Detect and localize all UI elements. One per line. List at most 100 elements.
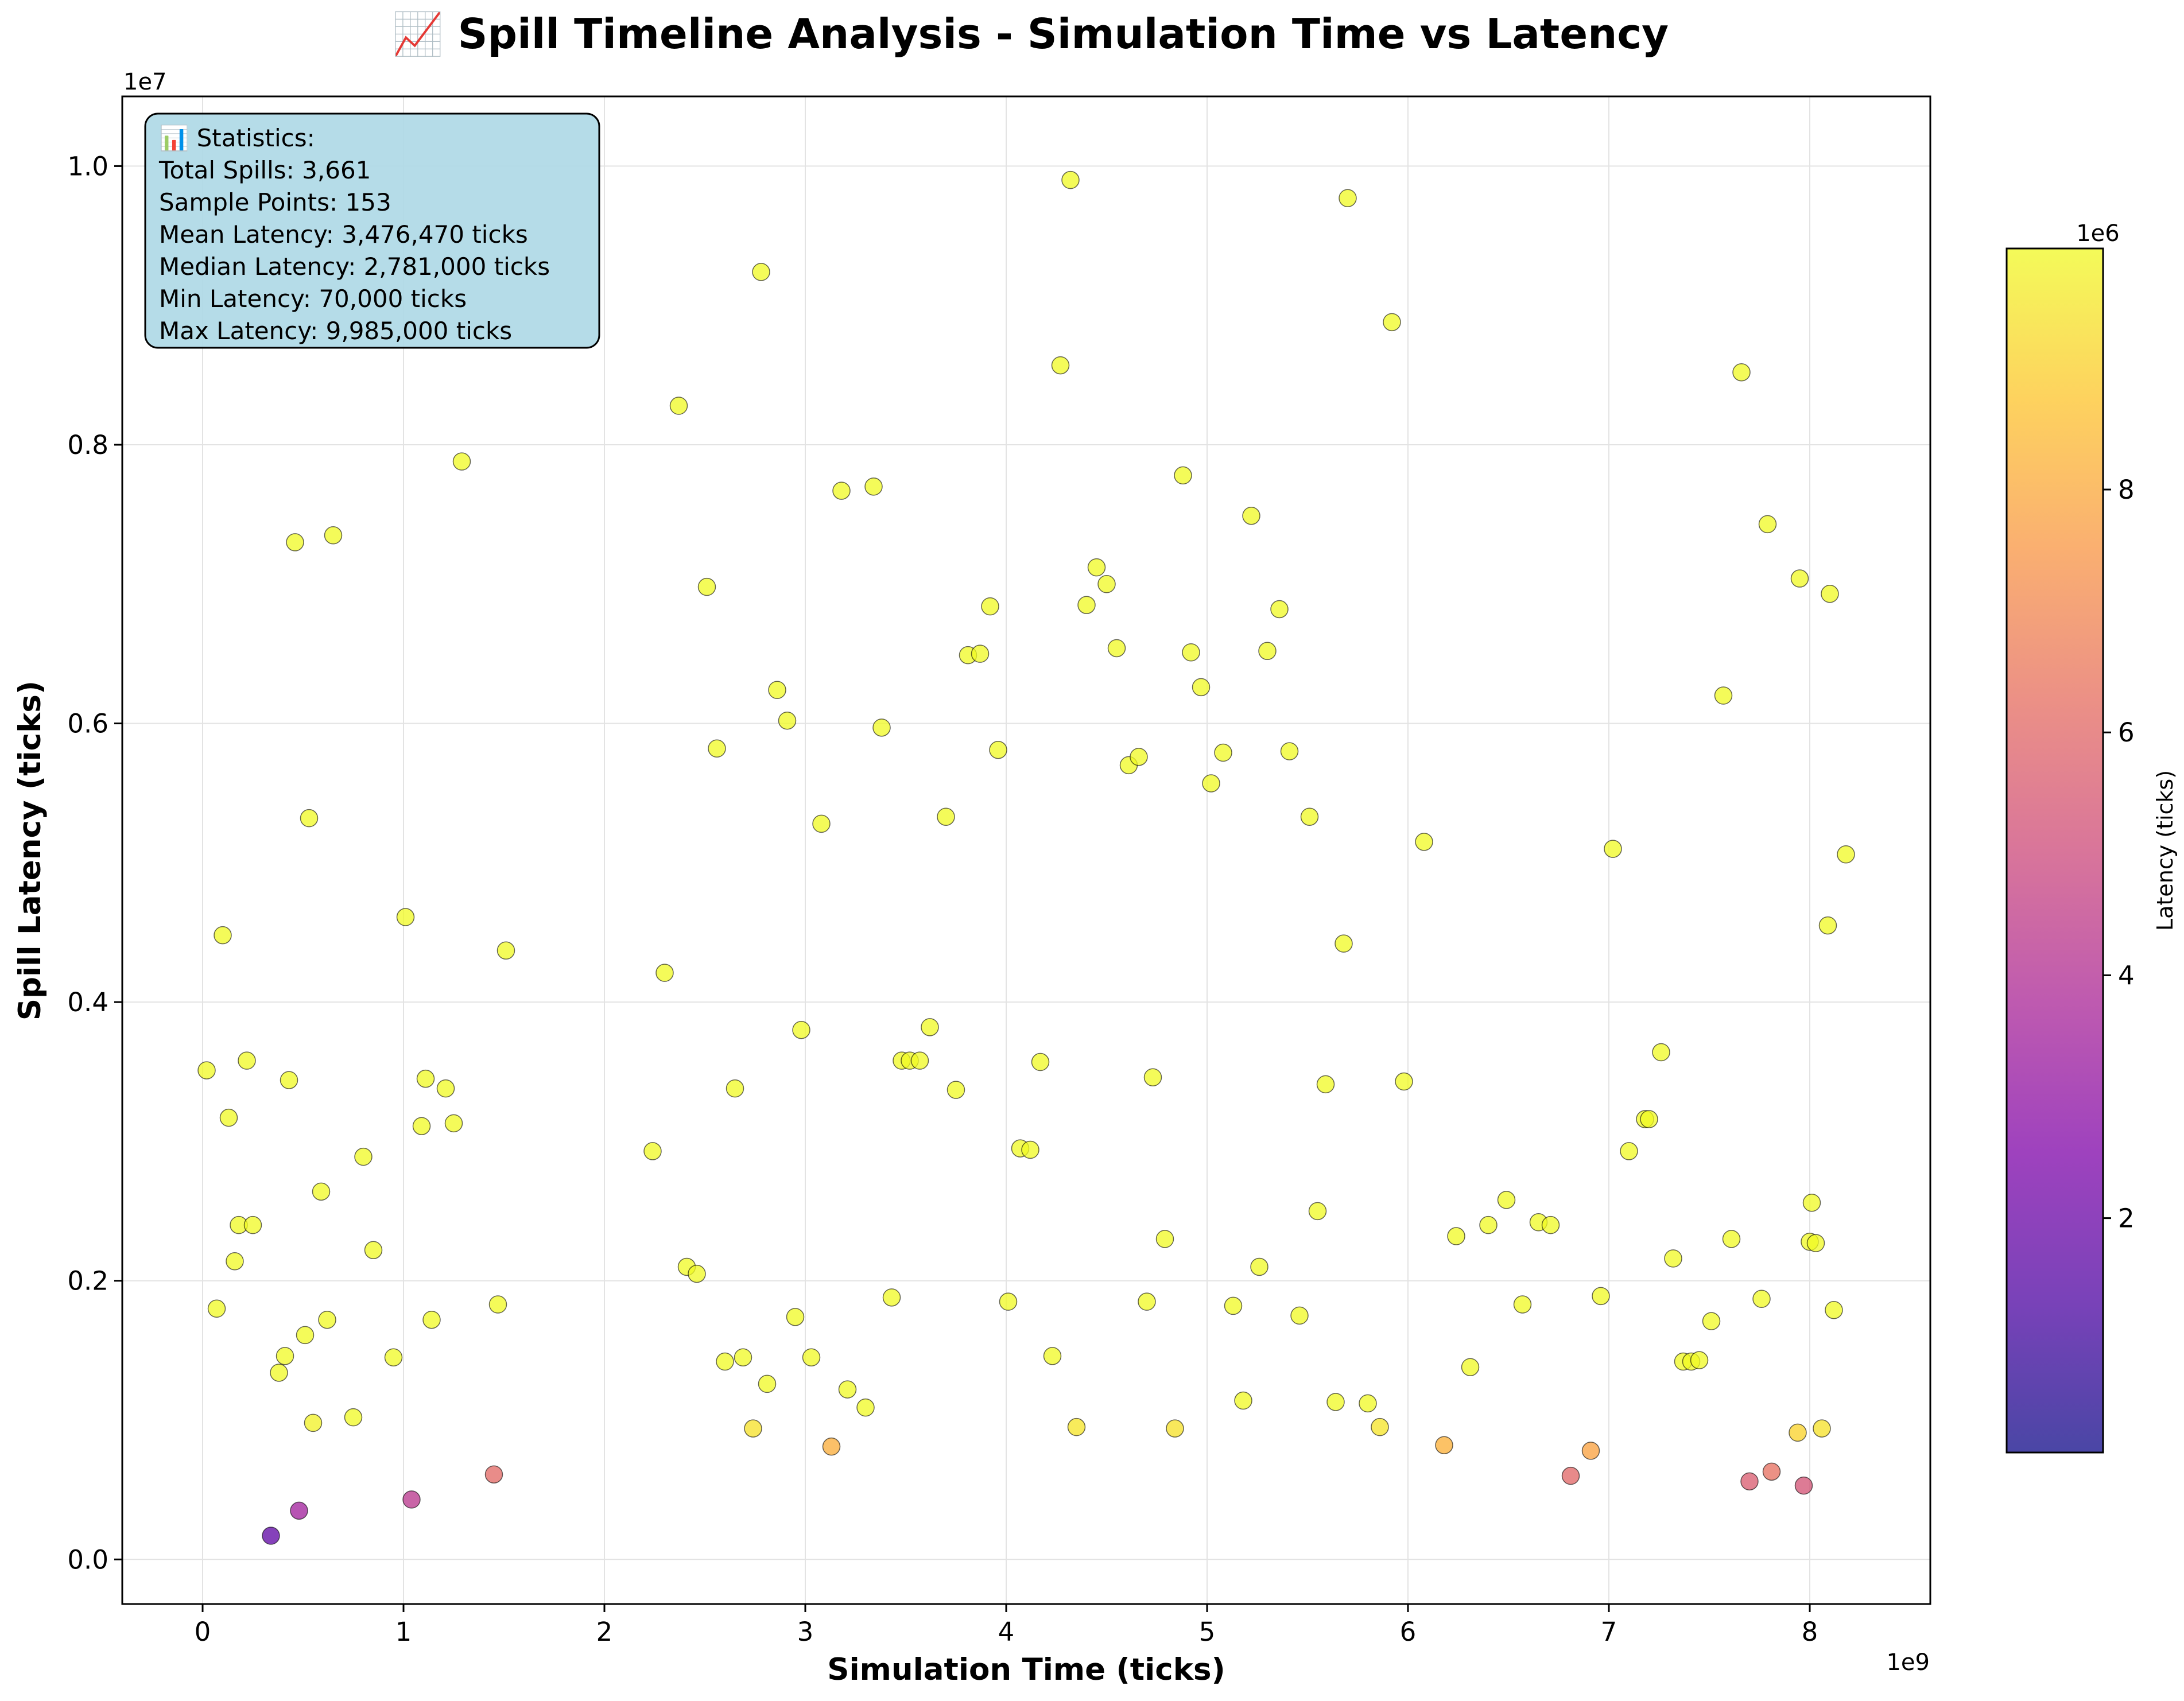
y-axis-ticks: 0.0 0.2 0.4 0.6 0.8 1.0: [67, 151, 122, 1575]
data-point: [812, 814, 831, 833]
data-point: [300, 809, 319, 828]
data-point: [1415, 833, 1433, 851]
data-point: [1541, 1215, 1560, 1234]
data-point: [1714, 686, 1733, 705]
data-point: [1371, 1417, 1389, 1436]
statistics-line: Min Latency: 70,000 ticks: [159, 285, 467, 313]
y-tick-label: 0.6: [67, 709, 108, 739]
x-tick-label: 3: [797, 1617, 814, 1647]
colorbar-ticks: 2 4 6 8: [2103, 475, 2135, 1234]
data-point: [1640, 1110, 1658, 1128]
plot-frame: [121, 95, 1931, 1605]
data-point: [1813, 1419, 1831, 1438]
data-point: [444, 1114, 463, 1133]
data-point: [1214, 743, 1232, 762]
data-point: [734, 1348, 752, 1367]
data-point: [219, 1108, 238, 1127]
data-point: [802, 1348, 821, 1367]
statistics-line: Max Latency: 9,985,000 ticks: [159, 317, 512, 345]
data-point: [946, 1081, 965, 1099]
statistics-line: Sample Points: 153: [159, 188, 391, 216]
colorbar: 2 4 6 8 1e6 Latency (ticks): [2005, 220, 2178, 1454]
y-axis-label: Spill Latency (ticks): [13, 681, 48, 1020]
data-point: [488, 1295, 507, 1314]
data-point: [1789, 1423, 1807, 1442]
data-point: [726, 1079, 744, 1098]
data-point: [1837, 845, 1855, 864]
data-point: [716, 1352, 734, 1371]
data-point: [1021, 1140, 1039, 1159]
data-point: [1359, 1394, 1377, 1413]
data-point: [1308, 1202, 1327, 1221]
x-axis-label: Simulation Time (ticks): [827, 1652, 1225, 1687]
data-point: [864, 477, 883, 496]
data-point: [1077, 596, 1096, 614]
data-point: [1290, 1306, 1309, 1325]
data-point: [1316, 1075, 1335, 1094]
statistics-line: Median Latency: 2,781,000 ticks: [159, 253, 550, 281]
data-point: [354, 1147, 373, 1166]
data-point: [290, 1501, 308, 1520]
y-tick-label: 0.0: [67, 1544, 108, 1575]
data-point: [207, 1299, 226, 1318]
data-point: [1561, 1466, 1580, 1485]
data-point: [396, 908, 415, 926]
data-point: [1107, 639, 1126, 658]
data-point: [276, 1347, 294, 1365]
data-point: [1339, 189, 1357, 207]
x-tick-label: 5: [1199, 1617, 1216, 1647]
data-point: [1497, 1191, 1516, 1209]
data-point: [1335, 934, 1353, 953]
data-point: [1652, 1043, 1670, 1062]
data-point: [1143, 1068, 1162, 1086]
data-point: [999, 1292, 1018, 1311]
data-point: [484, 1465, 503, 1483]
statistics-title: 📊 Statistics:: [159, 124, 315, 152]
data-point: [197, 1061, 216, 1079]
data-point: [1280, 742, 1299, 760]
data-point: [214, 926, 232, 945]
data-point: [1690, 1351, 1709, 1369]
data-point: [344, 1408, 363, 1427]
data-point: [1242, 507, 1260, 525]
data-point: [436, 1079, 455, 1098]
data-point: [226, 1252, 244, 1271]
colorbar-label: Latency (ticks): [2152, 770, 2178, 931]
data-point: [822, 1437, 841, 1456]
data-point: [1581, 1442, 1600, 1460]
y-tick-label: 1.0: [67, 151, 108, 181]
data-point: [1592, 1287, 1610, 1306]
statistics-line: Total Spills: 3,661: [158, 156, 371, 184]
data-point: [296, 1326, 315, 1345]
data-point: [981, 597, 999, 616]
data-point: [1479, 1215, 1498, 1234]
data-point: [1130, 748, 1148, 766]
data-point: [1758, 515, 1777, 534]
statistics-lines: Total Spills: 3,661 Sample Points: 153 Mea…: [158, 156, 550, 345]
data-point: [786, 1308, 805, 1326]
data-point: [1192, 678, 1211, 697]
data-point: [1383, 313, 1401, 332]
data-point: [1513, 1295, 1532, 1314]
data-point: [238, 1051, 256, 1070]
data-point: [324, 526, 343, 545]
data-point: [496, 941, 515, 960]
data-point: [669, 397, 688, 415]
data-point: [1067, 1417, 1086, 1436]
x-tick-label: 2: [596, 1617, 613, 1647]
grid: [122, 96, 1930, 1604]
data-point: [708, 739, 726, 758]
chart-title: 📈 Spill Timeline Analysis - Simulation T…: [392, 10, 1669, 58]
data-point: [744, 1419, 762, 1438]
data-point: [1031, 1053, 1050, 1071]
colorbar-tick-label: 6: [2118, 717, 2135, 748]
data-point: [910, 1051, 929, 1070]
data-point: [318, 1310, 336, 1329]
colorbar-tick-label: 4: [2118, 960, 2135, 991]
data-point: [1435, 1436, 1453, 1454]
data-point: [838, 1380, 857, 1399]
data-point: [856, 1398, 875, 1417]
data-point: [989, 740, 1007, 759]
data-point: [752, 263, 770, 281]
